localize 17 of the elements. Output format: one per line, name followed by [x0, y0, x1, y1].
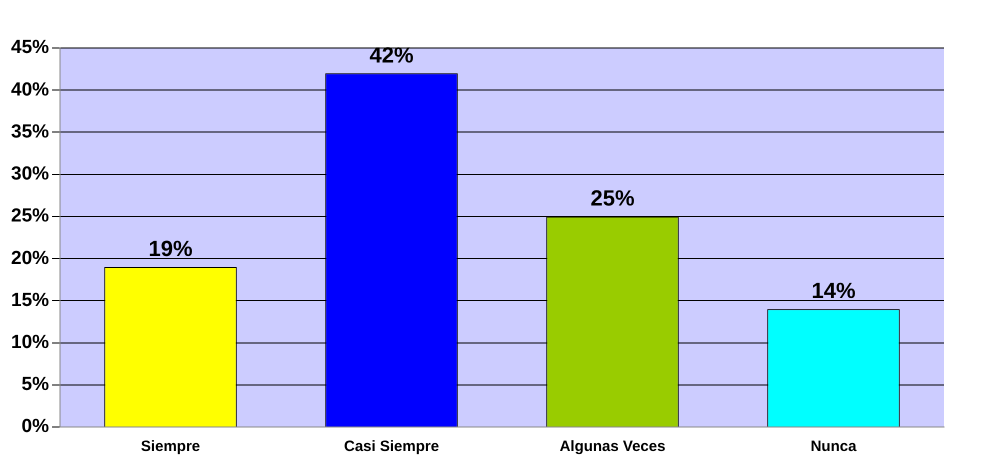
data-label: 19% [148, 236, 193, 262]
y-tick-label: 25% [10, 206, 50, 227]
y-tick-label: 45% [10, 37, 50, 58]
x-tick-label: Algunas Veces [560, 438, 666, 456]
y-tick-label: 10% [10, 332, 50, 354]
y-tick-label: 5% [22, 374, 50, 396]
x-tick-label: Nunca [810, 438, 858, 456]
y-tick-label: 0% [22, 416, 50, 438]
data-label: 25% [590, 186, 635, 211]
x-tick-label: Casi Siempre [344, 438, 440, 456]
y-tick-label: 15% [10, 290, 50, 311]
y-tick-label: 30% [10, 164, 50, 185]
data-label: 14% [811, 278, 856, 304]
y-tick-label: 20% [10, 248, 50, 269]
y-tick-label: 40% [10, 79, 50, 100]
y-tick-label: 35% [10, 121, 50, 142]
x-tick-label: Siempre [140, 438, 200, 456]
